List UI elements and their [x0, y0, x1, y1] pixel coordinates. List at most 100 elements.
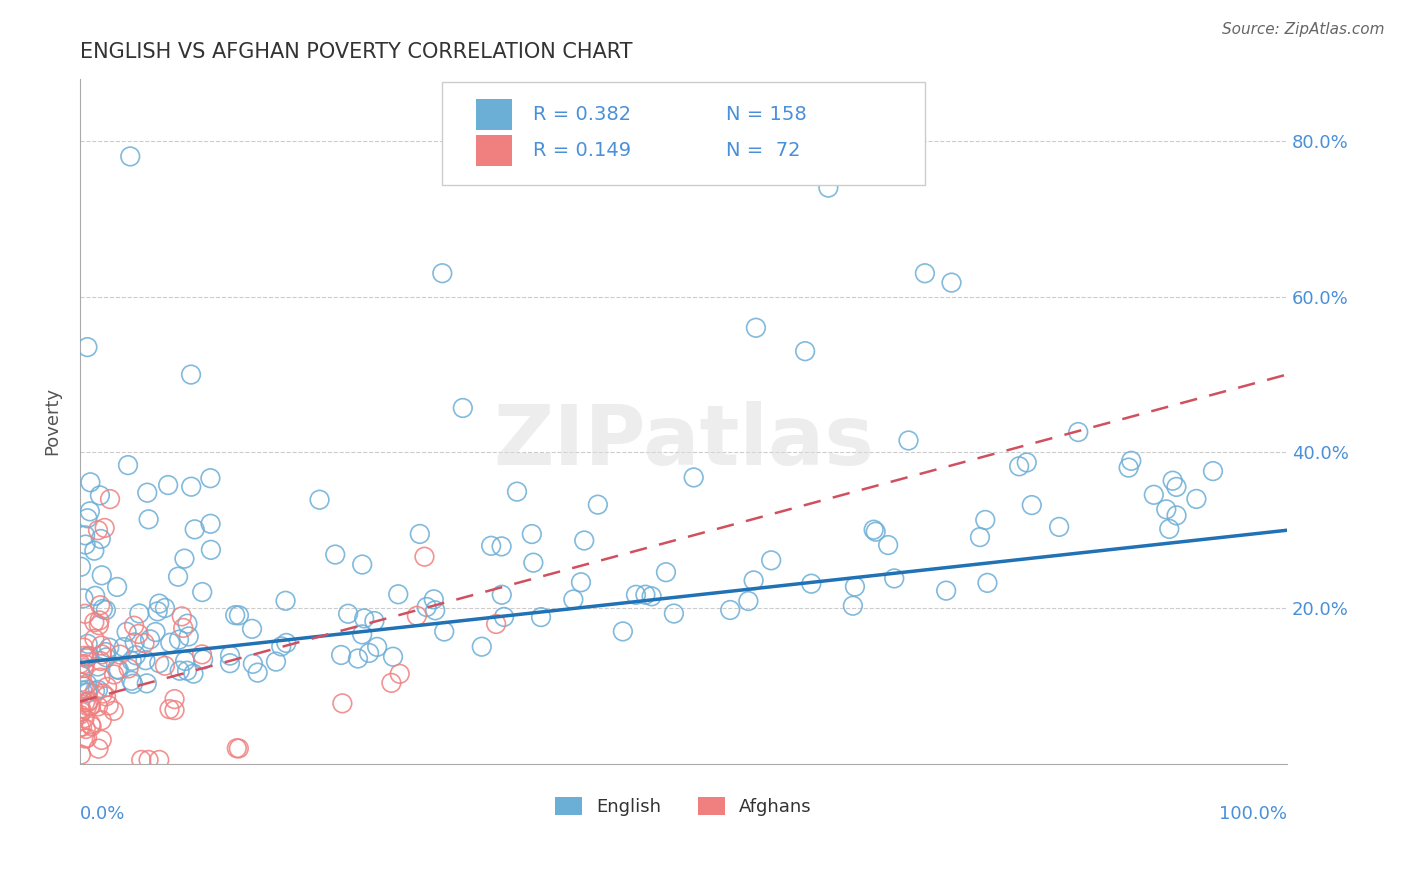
Point — [662, 607, 685, 621]
Point — [520, 527, 543, 541]
Point — [569, 575, 592, 590]
Point — [72, 683, 94, 698]
Point — [75, 731, 97, 746]
Point — [79, 475, 101, 490]
Point — [124, 635, 146, 649]
Point — [1121, 454, 1143, 468]
Point — [83, 632, 105, 646]
Point — [83, 543, 105, 558]
Point — [844, 580, 866, 594]
Point — [276, 636, 298, 650]
Point — [897, 434, 920, 448]
Point — [415, 599, 437, 614]
Point — [69, 657, 91, 671]
Point — [94, 645, 117, 659]
Point — [153, 601, 176, 615]
Point — [76, 686, 98, 700]
Point — [73, 661, 96, 675]
Point — [135, 676, 157, 690]
Point — [737, 594, 759, 608]
Point — [352, 558, 374, 572]
Point — [574, 533, 596, 548]
Point — [73, 657, 96, 671]
Point — [522, 556, 544, 570]
Point — [105, 580, 128, 594]
Point — [174, 654, 197, 668]
Point — [76, 651, 98, 665]
Point — [976, 575, 998, 590]
Point — [200, 542, 222, 557]
Point — [145, 625, 167, 640]
Point — [125, 648, 148, 663]
Point — [108, 648, 131, 662]
Point — [246, 665, 269, 680]
Point — [70, 705, 93, 719]
Point — [228, 741, 250, 756]
Point — [89, 488, 111, 502]
Point — [107, 663, 129, 677]
Point — [159, 702, 181, 716]
Point — [1202, 464, 1225, 478]
Point — [103, 704, 125, 718]
Point — [83, 615, 105, 630]
Point — [1143, 488, 1166, 502]
Point — [73, 648, 96, 663]
Point — [225, 741, 247, 756]
Point — [183, 522, 205, 536]
FancyBboxPatch shape — [475, 136, 512, 166]
Point — [87, 523, 110, 537]
Point — [180, 480, 202, 494]
Point — [682, 470, 704, 484]
Point — [191, 652, 214, 666]
Point — [115, 624, 138, 639]
FancyBboxPatch shape — [441, 82, 925, 185]
Point — [562, 592, 585, 607]
Point — [80, 717, 103, 731]
Point — [191, 585, 214, 599]
Point — [134, 653, 156, 667]
Text: R = 0.149: R = 0.149 — [533, 141, 631, 160]
Point — [138, 512, 160, 526]
Text: ZIPatlas: ZIPatlas — [494, 401, 875, 483]
Point — [1047, 520, 1070, 534]
Point — [219, 656, 242, 670]
Point — [73, 640, 96, 655]
Y-axis label: Poverty: Poverty — [44, 387, 60, 455]
Point — [347, 651, 370, 665]
Point — [73, 711, 96, 725]
Point — [96, 650, 118, 665]
Point — [75, 528, 97, 542]
Point — [76, 649, 98, 664]
Text: Source: ZipAtlas.com: Source: ZipAtlas.com — [1222, 22, 1385, 37]
Text: ENGLISH VS AFGHAN POVERTY CORRELATION CHART: ENGLISH VS AFGHAN POVERTY CORRELATION CH… — [80, 42, 633, 62]
Point — [800, 576, 823, 591]
Point — [1067, 425, 1090, 439]
Point — [270, 640, 292, 654]
Point — [87, 618, 110, 632]
Point — [146, 604, 169, 618]
Point — [479, 539, 502, 553]
Point — [117, 661, 139, 675]
Point — [79, 504, 101, 518]
FancyBboxPatch shape — [475, 99, 512, 130]
Point — [70, 747, 93, 762]
Point — [1021, 498, 1043, 512]
Point — [1015, 455, 1038, 469]
Point — [337, 607, 360, 621]
Point — [94, 603, 117, 617]
Point — [75, 696, 97, 710]
Point — [122, 618, 145, 632]
Text: N = 158: N = 158 — [725, 104, 807, 124]
Point — [586, 498, 609, 512]
Point — [84, 684, 107, 698]
Point — [366, 640, 388, 654]
Point — [98, 640, 121, 655]
Point — [1161, 474, 1184, 488]
Point — [1166, 508, 1188, 523]
Point — [176, 616, 198, 631]
Point — [163, 703, 186, 717]
Point — [409, 527, 432, 541]
Point — [76, 731, 98, 745]
Point — [159, 636, 181, 650]
Point — [69, 675, 91, 690]
